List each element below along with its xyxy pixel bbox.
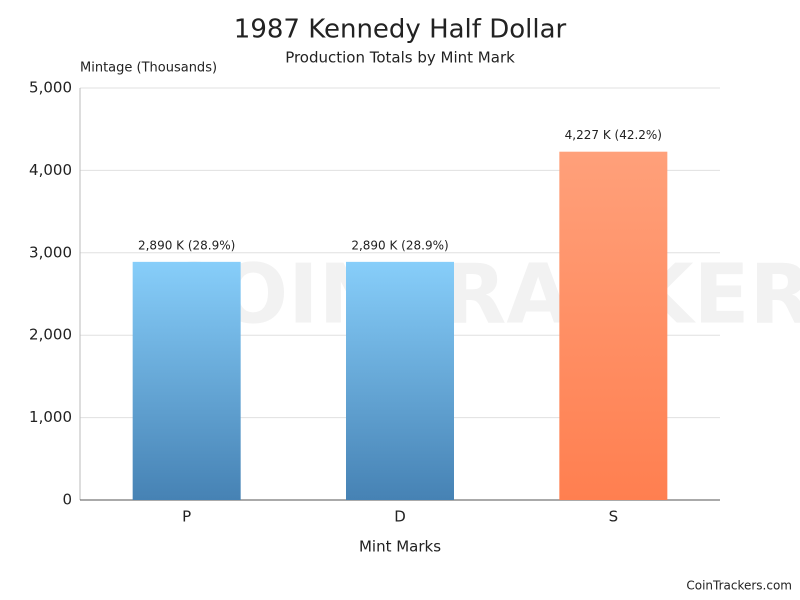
credit: CoinTrackers.com [686, 579, 792, 593]
bar [132, 261, 241, 500]
bar [559, 151, 668, 501]
data-label: 2,890 K (28.9%) [138, 238, 235, 252]
x-axis-label: Mint Marks [359, 538, 441, 556]
chart-subtitle: Production Totals by Mint Mark [285, 49, 515, 67]
data-label: 2,890 K (28.9%) [351, 238, 448, 252]
x-tick-label: P [182, 508, 191, 526]
bar [346, 261, 454, 500]
watermark: COINTRACKERS [158, 247, 800, 342]
y-tick-label: 3,000 [29, 243, 72, 261]
y-tick-label: 2,000 [29, 326, 72, 344]
y-axis-label: Mintage (Thousands) [80, 61, 217, 76]
y-tick-label: 0 [62, 491, 72, 509]
y-tick-label: 1,000 [29, 408, 72, 426]
y-tick-label: 4,000 [29, 161, 72, 179]
x-tick-label: S [609, 508, 619, 526]
chart-title: 1987 Kennedy Half Dollar [234, 15, 567, 45]
x-tick-label: D [394, 508, 406, 526]
data-label: 4,227 K (42.2%) [565, 128, 662, 142]
y-tick-label: 5,000 [29, 79, 72, 97]
